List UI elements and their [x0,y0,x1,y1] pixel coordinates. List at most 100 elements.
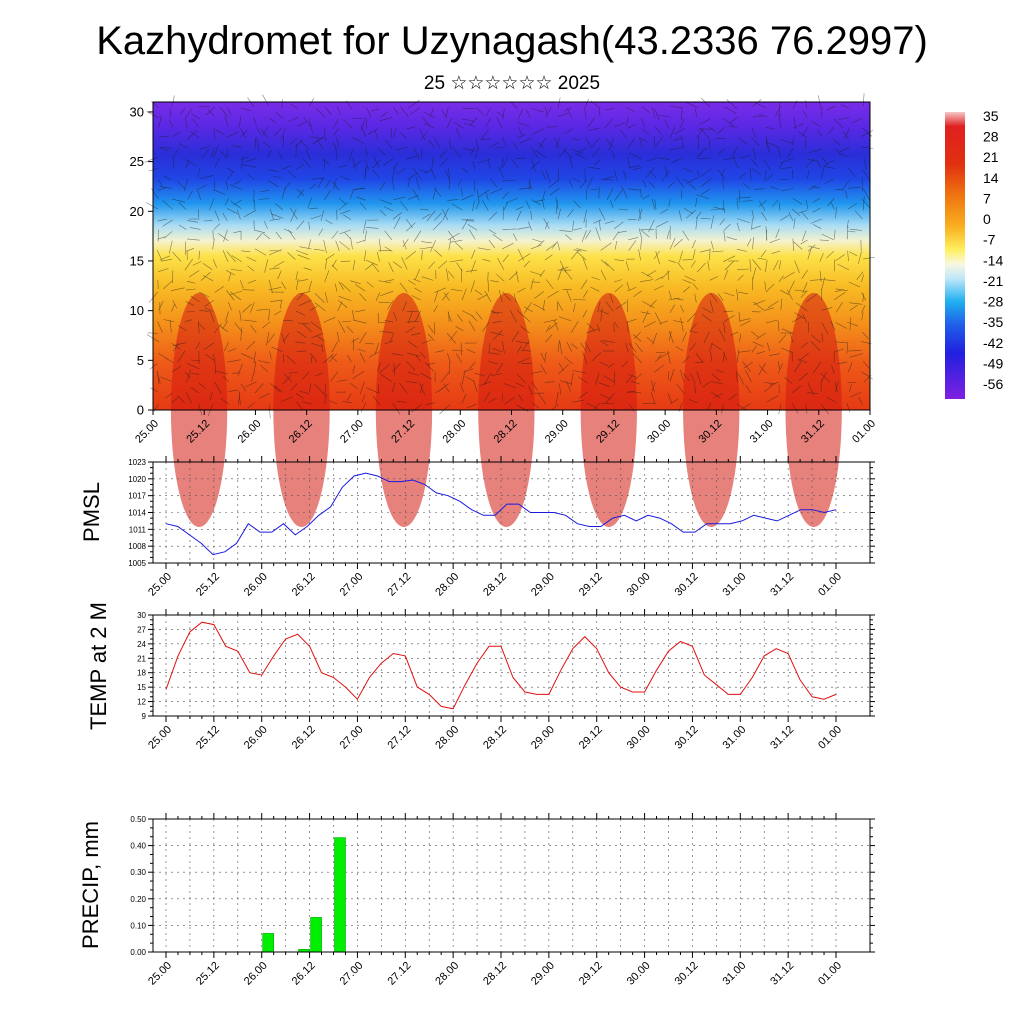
xtick-label: 27.00 [338,960,366,988]
heatmap-ytick-label: 5 [137,353,144,368]
xtick-label: 01.00 [816,724,844,752]
temp-frame [152,614,871,717]
pmsl-grid [153,461,870,564]
heatmap-xtick-label: 26.00 [236,418,264,446]
xtick-label: 31.00 [720,960,748,988]
ytick-label: 12 [137,698,146,707]
xtick-label: 31.12 [768,960,796,988]
ytick-label: 1020 [128,475,146,484]
precip-bars [262,837,346,953]
precip-grid [153,818,870,953]
ytick-label: 0.10 [130,921,146,930]
heatmap-xtick-label: 31.00 [748,418,776,446]
xtick-label: 25.00 [146,960,174,988]
xtick-label: 26.12 [290,960,318,988]
precip-frame [152,818,871,953]
xtick-label: 30.12 [673,960,701,988]
heatmap-xtick-label: 27.00 [338,418,366,446]
xtick-label: 25.00 [146,724,174,752]
xtick-label: 25.12 [194,571,222,599]
ytick-label: 1011 [129,525,147,534]
colorbar-label: 14 [983,170,999,186]
colorbar-labels: 35 28 21 14 7 0 -7 -14 -21 -28 -35 -42 -49 -56 [983,108,1003,392]
precip-ylabel: PRECIP, mm [78,821,103,949]
colorbar-label: -49 [983,355,1003,371]
heatmap-xtick-label: 30.00 [645,418,673,446]
colorbar-label: -35 [983,314,1003,330]
ytick-label: 15 [137,683,146,692]
xtick-label: 27.00 [338,571,366,599]
ytick-label: 27 [137,625,146,634]
temp-ylabel: TEMP at 2 M [86,602,111,730]
ytick-label: 0.00 [130,948,146,957]
xtick-label: 26.00 [242,724,270,752]
heatmap-ytick-label: 30 [130,104,144,119]
xtick-label: 27.12 [385,724,413,752]
ytick-label: 21 [137,654,146,663]
xtick-label: 28.12 [481,960,509,988]
colorbar-label: -42 [983,335,1003,351]
precip-bar [262,933,275,953]
ytick-label: 0.30 [130,868,146,877]
precip-bar [310,917,322,953]
xtick-label: 26.12 [290,724,318,752]
xtick-label: 27.12 [385,960,413,988]
xtick-label: 26.00 [242,571,270,599]
colorbar-label: -28 [983,294,1003,310]
xtick-label: 28.00 [433,571,461,599]
temp-y-axis: 9 12 15 18 21 24 27 30 [137,611,875,721]
xtick-label: 29.12 [577,960,605,988]
heatmap-ytick-label: 10 [130,303,144,318]
temp-grid [153,614,870,717]
temp-x-axis: 25.00 25.12 26.00 26.12 27.00 27.12 28.00 28.12… [146,609,844,752]
xtick-label: 29.00 [529,571,557,599]
xtick-label: 30.12 [673,571,701,599]
ytick-label: 1023 [128,458,146,467]
heatmap-xtick-label: 28.00 [440,418,468,446]
colorbar-label: 21 [983,149,999,165]
heatmap-ytick-label: 0 [137,403,144,418]
xtick-label: 31.12 [768,724,796,752]
ytick-label: 1005 [128,559,146,568]
heatmap-ytick-label: 15 [130,253,144,268]
ytick-label: 0.20 [130,895,146,904]
xtick-label: 31.00 [720,571,748,599]
colorbar-label: -7 [983,232,996,248]
xtick-label: 29.12 [577,724,605,752]
heatmap-xtick-label: 25.00 [133,418,161,446]
precip-panel: 0.00 0.10 0.20 0.30 0.40 0.50 25.00 25.12 26.00… [78,813,875,988]
colorbar-label: 28 [983,129,999,145]
temp-panel: 9 12 15 18 21 24 27 30 25.00 25.12 26.00 26.12 27.0… [86,602,875,752]
ytick-label: 0.50 [130,815,146,824]
colorbar-label: -14 [983,252,1003,268]
precip-y-axis: 0.00 0.10 0.20 0.30 0.40 0.50 [130,815,875,957]
pmsl-y-axis: 1005 1008 1011 1014 1017 1020 1023 [128,458,875,568]
chart-subtitle: 25 ☆☆☆☆☆☆ 2025 [423,73,601,94]
xtick-label: 27.12 [385,571,413,599]
ytick-label: 18 [137,669,146,678]
colorbar-label: 0 [983,211,991,227]
pmsl-series-line [165,472,837,556]
heatmap-background [153,102,870,410]
xtick-label: 01.00 [816,960,844,988]
xtick-label: 31.00 [720,724,748,752]
ytick-label: 24 [137,640,146,649]
colorbar: 35 28 21 14 7 0 -7 -14 -21 -28 -35 -42 -49 -56 [945,108,1003,399]
ytick-label: 0.40 [130,842,146,851]
xtick-label: 28.12 [481,571,509,599]
ytick-label: 1014 [128,509,146,518]
colorbar-label: 7 [983,190,991,206]
xtick-label: 28.12 [481,724,509,752]
xtick-label: 30.00 [625,571,653,599]
ytick-label: 9 [142,712,147,721]
xtick-label: 25.00 [146,571,174,599]
chart-title: Kazhydromet for Uzynagash(43.2336 76.299… [96,19,928,63]
xtick-label: 28.00 [433,724,461,752]
heatmap-xtick-label: 01.00 [850,418,878,446]
xtick-label: 25.12 [194,960,222,988]
heatmap-y-axis: 0 5 10 15 20 25 30 [130,104,153,418]
ytick-label: 1008 [128,542,146,551]
xtick-label: 31.12 [768,571,796,599]
